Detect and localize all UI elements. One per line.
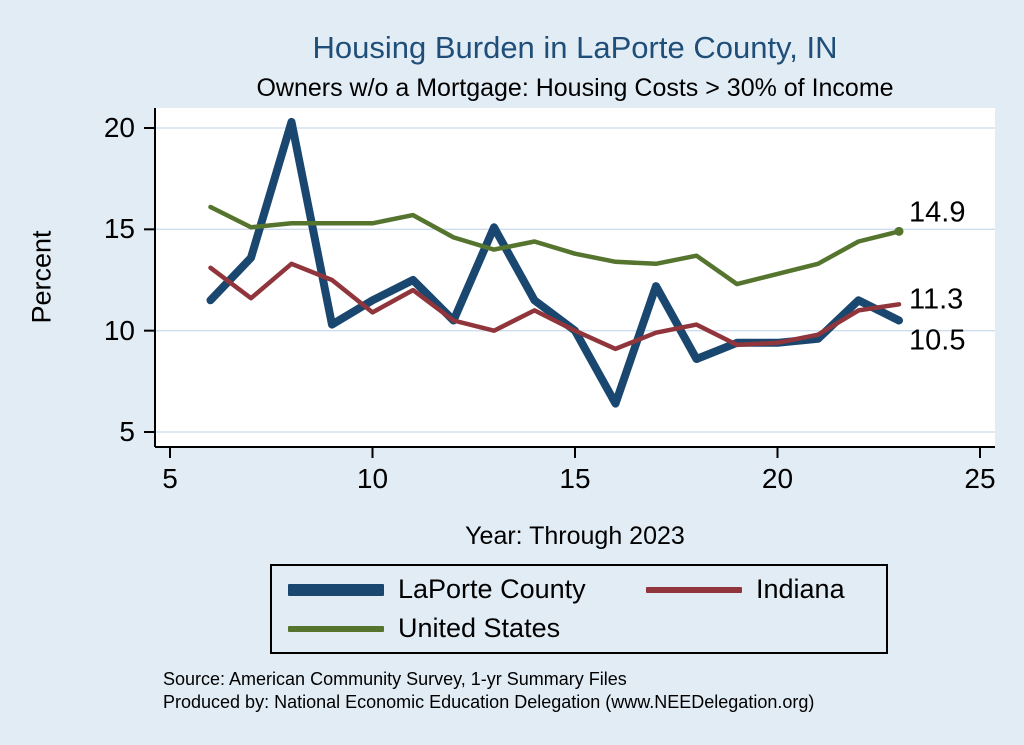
chart-title: Housing Burden in LaPorte County, IN: [312, 30, 838, 65]
x-tick-label: 10: [356, 463, 389, 494]
x-tick-label: 20: [761, 463, 794, 494]
y-tick-label: 20: [103, 112, 135, 143]
x-tick-label: 15: [559, 463, 591, 494]
x-tick-label: 5: [162, 463, 178, 494]
y-tick-label: 15: [103, 213, 135, 245]
y-tick-label: 10: [103, 314, 135, 346]
legend-label-indiana: Indiana: [756, 574, 845, 604]
legend-item-laporte-county: LaPorte County: [288, 574, 646, 605]
legend-label-united-states: United States: [398, 613, 561, 643]
end-label-indiana: 11.3: [909, 283, 964, 316]
legend-swatch-indiana: [646, 586, 742, 593]
legend-item-indiana: Indiana: [646, 574, 886, 605]
series-line-united-states: [208, 204, 902, 287]
source-block: Source: American Community Survey, 1-yr …: [163, 668, 814, 714]
legend-item-united-states: United States: [288, 613, 646, 644]
legend-label-laporte-county: LaPorte County: [398, 574, 586, 604]
end-label-united-states: 14.9: [909, 196, 966, 229]
legend: LaPorte County Indiana United States: [270, 564, 888, 654]
end-label-laporte-county: 10.5: [909, 324, 966, 357]
chart-subtitle: Owners w/o a Mortgage: Housing Costs > 3…: [256, 74, 894, 102]
y-tick-label: 5: [119, 416, 135, 447]
series-end-dot: [894, 226, 904, 236]
source-line-1: Source: American Community Survey, 1-yr …: [163, 669, 627, 689]
x-axis-title: Year: Through 2023: [465, 522, 685, 550]
legend-swatch-laporte-county: [288, 583, 384, 596]
x-tick-label: 25: [964, 463, 996, 494]
y-axis-title: Percent: [26, 230, 57, 324]
plot-background: [155, 108, 995, 447]
series-line-indiana: [208, 261, 902, 352]
source-line-2: Produced by: National Economic Education…: [163, 692, 815, 712]
legend-swatch-united-states: [288, 625, 384, 632]
